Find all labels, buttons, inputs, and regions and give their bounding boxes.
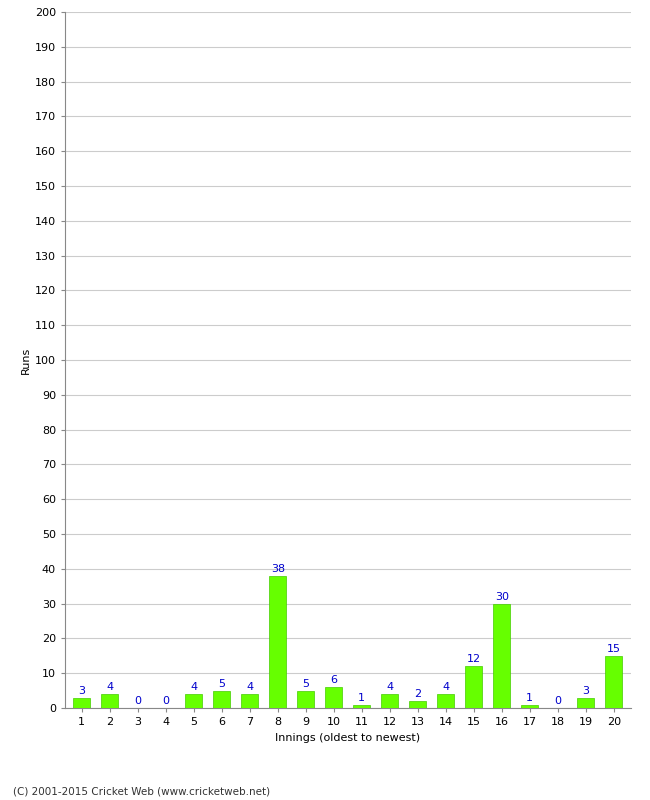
Text: 4: 4 [442, 682, 449, 692]
Y-axis label: Runs: Runs [21, 346, 31, 374]
Text: 1: 1 [526, 693, 533, 702]
Bar [101, 694, 118, 708]
Text: 4: 4 [190, 682, 198, 692]
Bar [521, 705, 538, 708]
Text: 4: 4 [246, 682, 254, 692]
Text: 5: 5 [302, 679, 309, 689]
X-axis label: Innings (oldest to newest): Innings (oldest to newest) [275, 733, 421, 742]
Text: 0: 0 [554, 696, 561, 706]
Bar [213, 690, 230, 708]
Text: 2: 2 [414, 690, 421, 699]
Bar [437, 694, 454, 708]
Text: 4: 4 [106, 682, 113, 692]
Text: 0: 0 [162, 696, 169, 706]
Bar [605, 656, 622, 708]
Bar [410, 701, 426, 708]
Text: 30: 30 [495, 592, 509, 602]
Bar [269, 576, 286, 708]
Bar [493, 603, 510, 708]
Text: 3: 3 [78, 686, 85, 696]
Text: 38: 38 [270, 564, 285, 574]
Text: 4: 4 [386, 682, 393, 692]
Bar [185, 694, 202, 708]
Text: 1: 1 [358, 693, 365, 702]
Text: 0: 0 [135, 696, 141, 706]
Bar [382, 694, 398, 708]
Bar [577, 698, 594, 708]
Text: 15: 15 [606, 644, 621, 654]
Bar [297, 690, 314, 708]
Text: 3: 3 [582, 686, 589, 696]
Text: 12: 12 [467, 654, 481, 665]
Bar [241, 694, 258, 708]
Bar [465, 666, 482, 708]
Text: (C) 2001-2015 Cricket Web (www.cricketweb.net): (C) 2001-2015 Cricket Web (www.cricketwe… [13, 786, 270, 796]
Bar [354, 705, 370, 708]
Text: 6: 6 [330, 675, 337, 686]
Bar [73, 698, 90, 708]
Bar [326, 687, 342, 708]
Text: 5: 5 [218, 679, 226, 689]
